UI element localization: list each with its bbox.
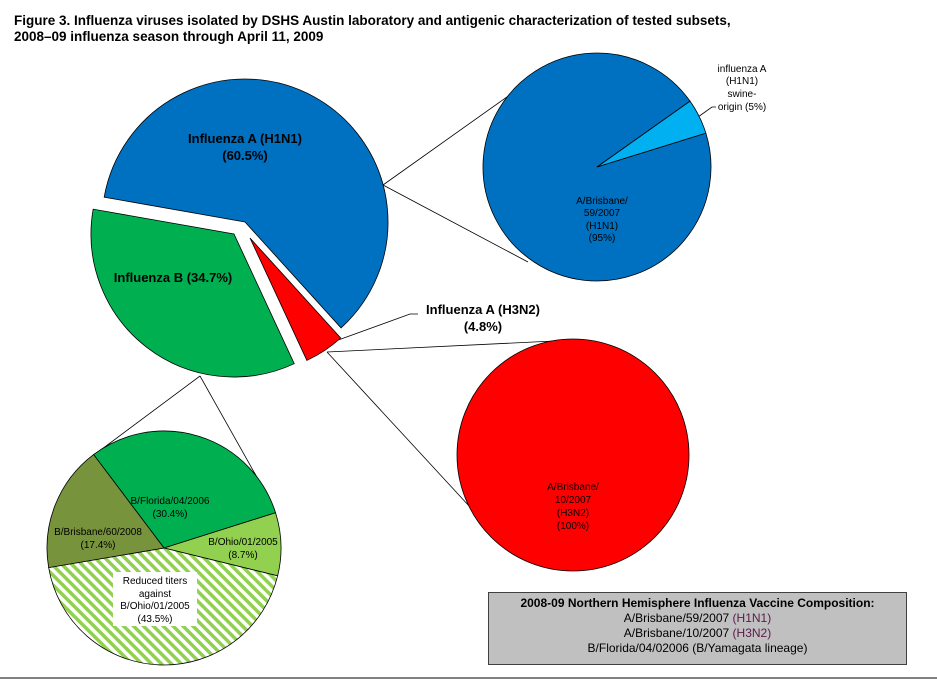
- legend-strain: B/Florida/04/02006 (B/Yamagata lineage): [587, 641, 808, 655]
- label-line: influenza A: [718, 64, 767, 75]
- label-line: A/Brisbane/: [576, 196, 628, 207]
- label-line: A/Brisbane/: [547, 482, 599, 493]
- label-line: 59/2007: [584, 208, 621, 219]
- title-line-1: Figure 3. Influenza viruses isolated by …: [14, 13, 731, 28]
- label-ohio: B/Ohio/01/2005: [208, 537, 278, 548]
- legend-heading: 2008-09 Northern Hemisphere Influenza Va…: [520, 596, 875, 610]
- label-line: 10/2007: [555, 495, 592, 506]
- label-ohio-pct: (8.7%): [228, 550, 257, 561]
- h3n2-leader-line: [329, 313, 418, 344]
- legend-row: A/Brisbane/10/2007 (H3N2): [489, 626, 906, 641]
- label-line: origin (5%): [718, 102, 766, 113]
- label-line: swine-: [728, 89, 757, 100]
- label-brisbane-10: A/Brisbane/ 10/2007 (H3N2) (100%): [547, 482, 599, 532]
- label-h3n2-pct: (4.8%): [464, 319, 502, 334]
- label-line: (H3N2): [557, 508, 589, 519]
- connector-line: [93, 375, 201, 456]
- pie-slice-main-2: [90, 208, 295, 378]
- legend-strain: A/Brisbane/59/2007: [623, 611, 733, 625]
- connector-line: [326, 339, 576, 353]
- pie-slice-b_subset-3: [46, 453, 165, 569]
- label-reduced: against: [139, 589, 171, 600]
- legend-row: B/Florida/04/02006 (B/Yamagata lineage): [489, 641, 906, 656]
- label-brisbane-60-pct: (17.4%): [80, 540, 115, 551]
- swine-leader-line: [697, 106, 716, 118]
- label-line: (100%): [557, 521, 589, 532]
- pie-slice-h1n1_subset-1: [596, 100, 707, 168]
- label-brisbane-59: A/Brisbane/ 59/2007 (H1N1) (95%): [576, 196, 628, 244]
- label-reduced-pct: (43.5%): [137, 614, 172, 625]
- title-line-2: 2008–09 influenza season through April 1…: [14, 29, 324, 44]
- label-reduced: B/Ohio/01/2005: [120, 601, 190, 612]
- b-subset-labels: B/Florida/04/2006 (30.4%) B/Ohio/01/2005…: [54, 496, 278, 625]
- figure-title: Figure 3. Influenza viruses isolated by …: [14, 13, 731, 45]
- legend-subtype: (H3N2): [732, 626, 772, 640]
- pie-slice-h3n2_subset-0: [456, 338, 690, 572]
- vaccine-composition-box: 2008-09 Northern Hemisphere Influenza Va…: [488, 592, 907, 665]
- connector-line: [382, 184, 529, 263]
- label-h1n1-pct: (60.5%): [222, 148, 268, 163]
- legend-strain: A/Brisbane/10/2007: [623, 626, 733, 640]
- label-florida: B/Florida/04/2006: [131, 496, 210, 507]
- pie-slice-b_subset-0: [93, 430, 277, 549]
- label-line: (95%): [589, 233, 616, 244]
- label-line: (H1N1): [586, 221, 618, 232]
- label-b: Influenza B (34.7%): [114, 270, 232, 285]
- label-florida-pct: (30.4%): [152, 509, 187, 520]
- pie-slice-main-1: [249, 237, 342, 361]
- pie-slice-main-0: [103, 78, 389, 329]
- label-swine-origin: influenza A (H1N1) swine- origin (5%): [718, 64, 767, 113]
- label-h1n1: Influenza A (H1N1): [188, 131, 302, 146]
- label-reduced: Reduced titers: [123, 576, 187, 587]
- label-box: [113, 572, 197, 626]
- label-h3n2: Influenza A (H3N2): [426, 302, 540, 317]
- legend-subtype: (H1N1): [732, 611, 772, 625]
- label-line: (H1N1): [726, 76, 758, 87]
- legend-row: A/Brisbane/59/2007 (H1N1): [489, 611, 906, 626]
- label-brisbane-60: B/Brisbane/60/2008: [54, 527, 142, 538]
- connector-line: [326, 351, 471, 508]
